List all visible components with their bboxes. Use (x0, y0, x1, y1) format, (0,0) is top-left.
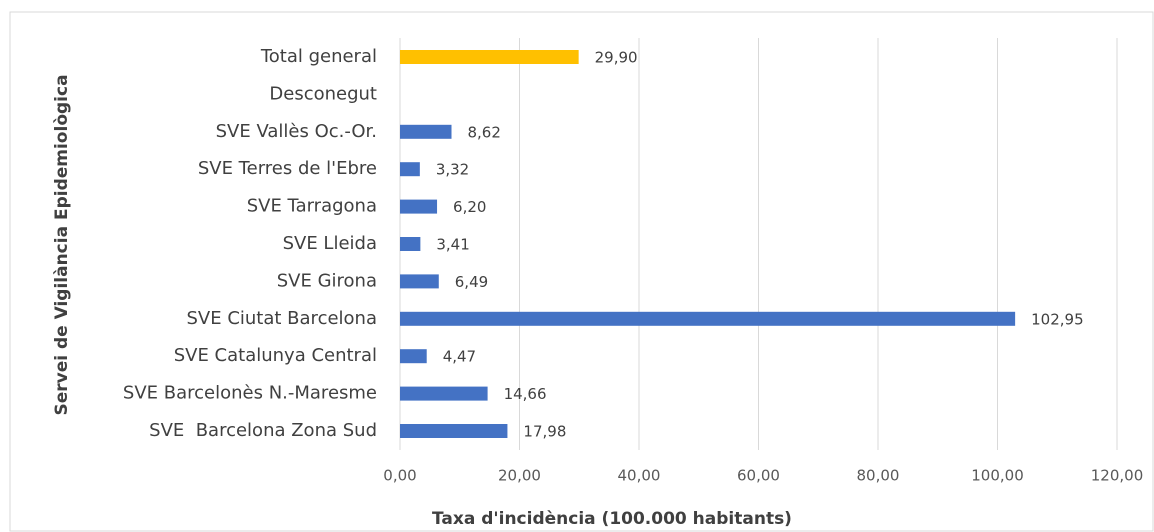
y-tick-label: Total general (260, 46, 377, 67)
bar (400, 237, 421, 251)
bar (400, 311, 1016, 326)
bar (400, 50, 579, 64)
bar (400, 124, 452, 139)
bar (400, 349, 427, 364)
chart-frame (9, 11, 1154, 532)
y-axis-label: Servei de Vigilància Epidemiològica (52, 74, 72, 415)
y-tick-label: SVE Terres de l'Ebre (198, 158, 377, 179)
bar (400, 424, 508, 438)
y-tick-label: SVE Lleida (283, 233, 377, 254)
value-label: 29,90 (595, 49, 638, 67)
bar (400, 199, 438, 214)
value-label: 3,41 (436, 236, 469, 254)
x-tick-label: 60,00 (737, 467, 780, 485)
x-axis-label: Taxa d'incidència (100.000 habitants) (432, 509, 792, 529)
y-tick-label: Desconegut (269, 83, 377, 104)
x-tick-label: 0,00 (383, 467, 416, 485)
value-label: 14,66 (504, 385, 547, 403)
value-label: 3,32 (436, 161, 469, 179)
y-tick-label: SVE Ciutat Barcelona (187, 308, 378, 329)
y-tick-label: SVE Girona (277, 270, 377, 291)
y-tick-label: SVE Barcelona Zona Sud (149, 420, 377, 441)
y-tick-label: SVE Barcelonès N.-Maresme (123, 383, 377, 404)
x-tick-label: 20,00 (498, 467, 541, 485)
bar (400, 162, 420, 177)
x-tick-label: 40,00 (618, 467, 661, 485)
x-tick-label: 120,00 (1091, 467, 1144, 485)
y-tick-label: SVE Tarragona (247, 196, 377, 217)
value-label: 102,95 (1031, 310, 1084, 328)
x-tick-label: 80,00 (857, 467, 900, 485)
bar (400, 386, 488, 401)
y-tick-label: SVE Catalunya Central (174, 345, 377, 366)
value-label: 6,49 (455, 273, 488, 291)
value-label: 6,20 (453, 198, 486, 216)
y-tick-label: SVE Vallès Oc.-Or. (216, 121, 377, 142)
bar (400, 274, 439, 289)
value-label: 8,62 (468, 123, 501, 141)
value-label: 4,47 (443, 348, 476, 366)
x-tick-label: 100,00 (971, 467, 1024, 485)
value-label: 17,98 (523, 423, 566, 441)
